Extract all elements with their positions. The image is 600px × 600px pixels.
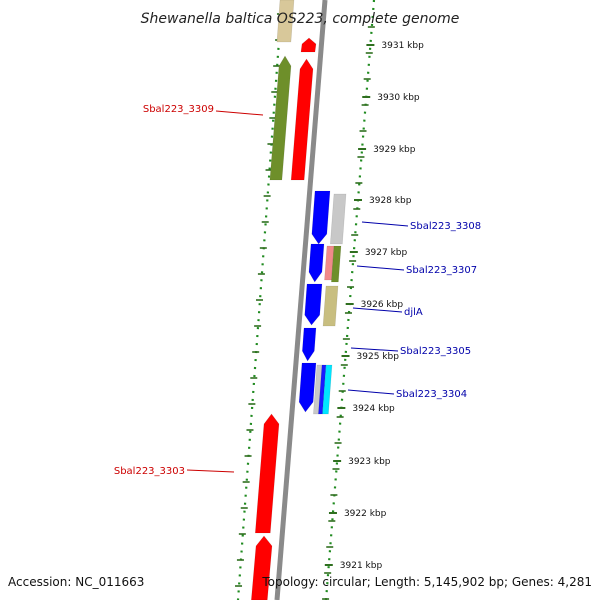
label-connectors [186, 110, 409, 473]
gene-feature [276, 0, 295, 43]
gene-feature [308, 243, 325, 283]
gene-label[interactable]: Sbal223_3303 [114, 466, 185, 477]
tick-label: 3928 kbp [369, 196, 412, 206]
label-connector [356, 265, 405, 271]
tick-marks [235, 13, 375, 600]
tick-label: 3924 kbp [352, 404, 395, 414]
label-connector [361, 221, 409, 227]
tick-label: 3927 kbp [365, 248, 408, 258]
gene-feature [304, 283, 323, 326]
topology-text: Topology: circular; Length: 5,145,902 bp… [261, 575, 592, 589]
gene-feature [302, 327, 317, 362]
gene-features [251, 0, 347, 600]
gene-feature [269, 55, 292, 181]
tick-label: 3931 kbp [381, 41, 424, 51]
gene-feature [330, 193, 347, 245]
gene-label[interactable]: Sbal223_3305 [400, 346, 471, 357]
gene-feature [298, 362, 317, 413]
label-connector [352, 307, 403, 313]
tick-label: 3922 kbp [344, 509, 387, 519]
backbone-line [274, 0, 328, 600]
label-connector [350, 347, 399, 352]
gene-label[interactable]: Sbal223_3307 [406, 265, 477, 276]
tick-label: 3925 kbp [357, 352, 400, 362]
tick-label: 3921 kbp [340, 561, 383, 571]
tick-label: 3929 kbp [373, 145, 416, 155]
gene-feature [311, 190, 331, 245]
label-connector [215, 110, 264, 116]
gene-label[interactable]: Sbal223_3308 [410, 221, 481, 232]
gene-feature [322, 364, 333, 415]
gene-labels: Sbal223_3309 Sbal223_3303 Sbal223_3308 Sbal… [114, 104, 481, 477]
tick-label: 3930 kbp [377, 93, 420, 103]
gene-label[interactable]: Sbal223_3304 [396, 389, 467, 400]
label-connector [347, 389, 395, 395]
gene-feature [331, 245, 342, 283]
gene-feature [254, 413, 280, 534]
gene-label[interactable]: djlA [404, 307, 423, 318]
tick-label: 3923 kbp [348, 457, 391, 467]
accession-text: Accession: NC_011663 [8, 575, 144, 589]
gene-feature [322, 285, 339, 327]
map-title: Shewanella baltica OS223, complete genom… [141, 11, 460, 27]
gene-feature [290, 58, 314, 181]
gene-label[interactable]: Sbal223_3309 [143, 104, 214, 115]
tick-label: 3926 kbp [361, 300, 404, 310]
backbone [274, 0, 328, 600]
label-connector [186, 469, 235, 473]
tick-labels: 3931 kbp 3930 kbp 3929 kbp 3928 kbp 3927 kbp… [340, 41, 424, 571]
gene-feature [300, 37, 317, 53]
gene-feature [251, 535, 273, 600]
